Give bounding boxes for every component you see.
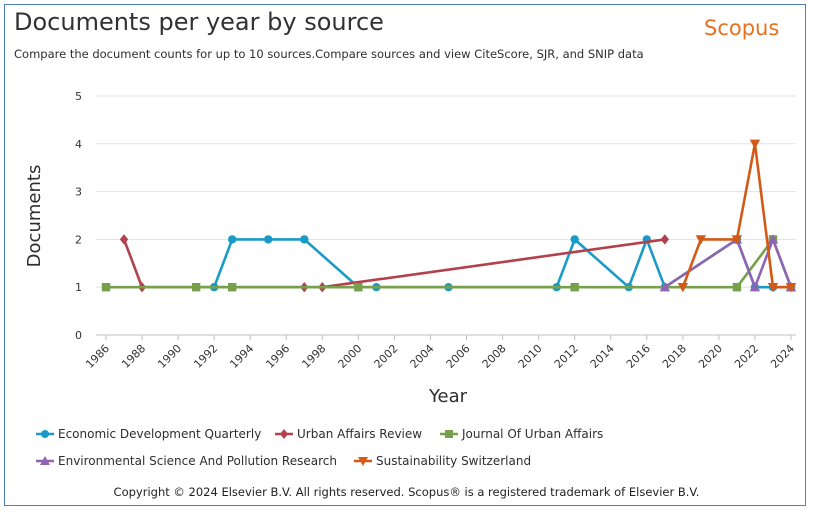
y-tick-label: 4 bbox=[75, 138, 82, 151]
series-line bbox=[106, 238, 793, 289]
x-tick-label: 1992 bbox=[191, 342, 220, 371]
series-line bbox=[681, 142, 791, 289]
data-point[interactable] bbox=[101, 283, 111, 292]
legend-item[interactable]: Urban Affairs Review bbox=[275, 426, 422, 442]
x-tick-label: 2004 bbox=[408, 342, 437, 371]
x-tick-label: 1994 bbox=[227, 342, 256, 371]
data-point[interactable] bbox=[660, 234, 670, 245]
x-tick-label: 1996 bbox=[263, 342, 292, 371]
data-point[interactable] bbox=[570, 235, 579, 244]
legend-label: Economic Development Quarterly bbox=[58, 427, 262, 441]
x-tick-label: 1988 bbox=[119, 342, 148, 371]
chart-title: Documents per year by source bbox=[14, 8, 384, 36]
data-point[interactable] bbox=[300, 235, 309, 244]
x-tick-label: 1998 bbox=[299, 342, 328, 371]
data-point[interactable] bbox=[731, 235, 743, 245]
data-point[interactable] bbox=[41, 430, 49, 438]
x-tick-label: 2012 bbox=[552, 342, 581, 371]
data-point[interactable] bbox=[264, 235, 273, 244]
data-point[interactable] bbox=[227, 235, 237, 244]
y-axis-label: Documents bbox=[24, 165, 45, 268]
legend-item[interactable]: Sustainability Switzerland bbox=[354, 453, 531, 469]
y-tick-label: 5 bbox=[75, 90, 82, 103]
legend-swatch-icon bbox=[36, 456, 54, 465]
chart-subtitle: Compare the document counts for up to 10… bbox=[14, 47, 644, 61]
data-point[interactable] bbox=[280, 429, 288, 439]
y-tick-label: 1 bbox=[75, 281, 82, 294]
y-tick-label: 2 bbox=[75, 233, 82, 246]
x-tick-label: 2008 bbox=[480, 342, 509, 371]
data-point[interactable] bbox=[749, 139, 761, 149]
data-point[interactable] bbox=[767, 283, 779, 293]
x-tick-label: 1986 bbox=[83, 342, 112, 371]
x-tick-label: 2022 bbox=[732, 342, 761, 371]
series-group bbox=[101, 139, 797, 293]
legend-swatch-icon bbox=[440, 430, 458, 438]
legend-item[interactable]: Journal Of Urban Affairs bbox=[440, 426, 603, 442]
legend-label: Urban Affairs Review bbox=[297, 427, 423, 441]
data-point[interactable] bbox=[445, 430, 453, 438]
x-tick-label: 2014 bbox=[588, 342, 617, 371]
legend-item[interactable]: Economic Development Quarterly bbox=[36, 426, 261, 442]
data-point[interactable] bbox=[40, 456, 50, 465]
x-tick-label: 1990 bbox=[155, 342, 184, 371]
data-point[interactable] bbox=[659, 282, 671, 292]
y-tick-labels: 0 1 2 3 4 5 bbox=[75, 90, 82, 342]
x-tick-label: 2002 bbox=[372, 342, 401, 371]
x-tick-labels: 1986 1988 1990 1992 1994 1996 1998 2000 2002 2004… bbox=[83, 335, 797, 371]
documents-line-chart: 0 1 2 3 4 5 1986 1988 1990 1992 1994 1996 1998 2000 2… bbox=[24, 90, 797, 407]
series-1 bbox=[119, 234, 670, 293]
legend-swatch-icon bbox=[275, 429, 293, 439]
x-tick-label: 2018 bbox=[660, 342, 689, 371]
x-tick-label: 2006 bbox=[444, 342, 473, 371]
x-tick-label: 2010 bbox=[516, 342, 545, 371]
x-tick-label: 2000 bbox=[335, 342, 364, 371]
data-point[interactable] bbox=[570, 283, 579, 292]
x-tick-label: 2024 bbox=[768, 342, 797, 371]
x-tick-label: 2016 bbox=[624, 342, 653, 371]
legend-label: Sustainability Switzerland bbox=[376, 454, 532, 468]
data-point[interactable] bbox=[354, 283, 363, 292]
copyright-notice: Copyright © 2024 Elsevier B.V. All right… bbox=[113, 485, 700, 499]
legend-swatch-icon bbox=[354, 457, 372, 466]
legend-label: Journal Of Urban Affairs bbox=[462, 427, 604, 441]
y-tick-label: 0 bbox=[75, 329, 82, 342]
legend-label: Environmental Science And Pollution Rese… bbox=[58, 454, 337, 468]
data-point[interactable] bbox=[767, 234, 779, 244]
data-point[interactable] bbox=[119, 234, 129, 245]
data-point[interactable] bbox=[677, 283, 689, 293]
data-point[interactable] bbox=[358, 457, 368, 466]
data-point[interactable] bbox=[695, 235, 707, 245]
series-3 bbox=[659, 234, 797, 292]
grid-lines bbox=[96, 95, 796, 336]
y-tick-label: 3 bbox=[75, 186, 82, 199]
scopus-logo[interactable]: Scopus bbox=[704, 16, 780, 40]
series-4 bbox=[677, 139, 797, 293]
data-point[interactable] bbox=[749, 282, 761, 292]
data-point[interactable] bbox=[227, 283, 237, 292]
data-point[interactable] bbox=[732, 283, 742, 292]
data-point[interactable] bbox=[785, 283, 797, 293]
x-tick-label: 2020 bbox=[696, 342, 725, 371]
legend-item[interactable]: Environmental Science And Pollution Rese… bbox=[36, 453, 337, 469]
data-point[interactable] bbox=[191, 283, 201, 292]
chart-frame bbox=[4, 4, 806, 506]
x-axis-label: Year bbox=[428, 386, 468, 407]
legend-swatch-icon bbox=[36, 430, 54, 438]
